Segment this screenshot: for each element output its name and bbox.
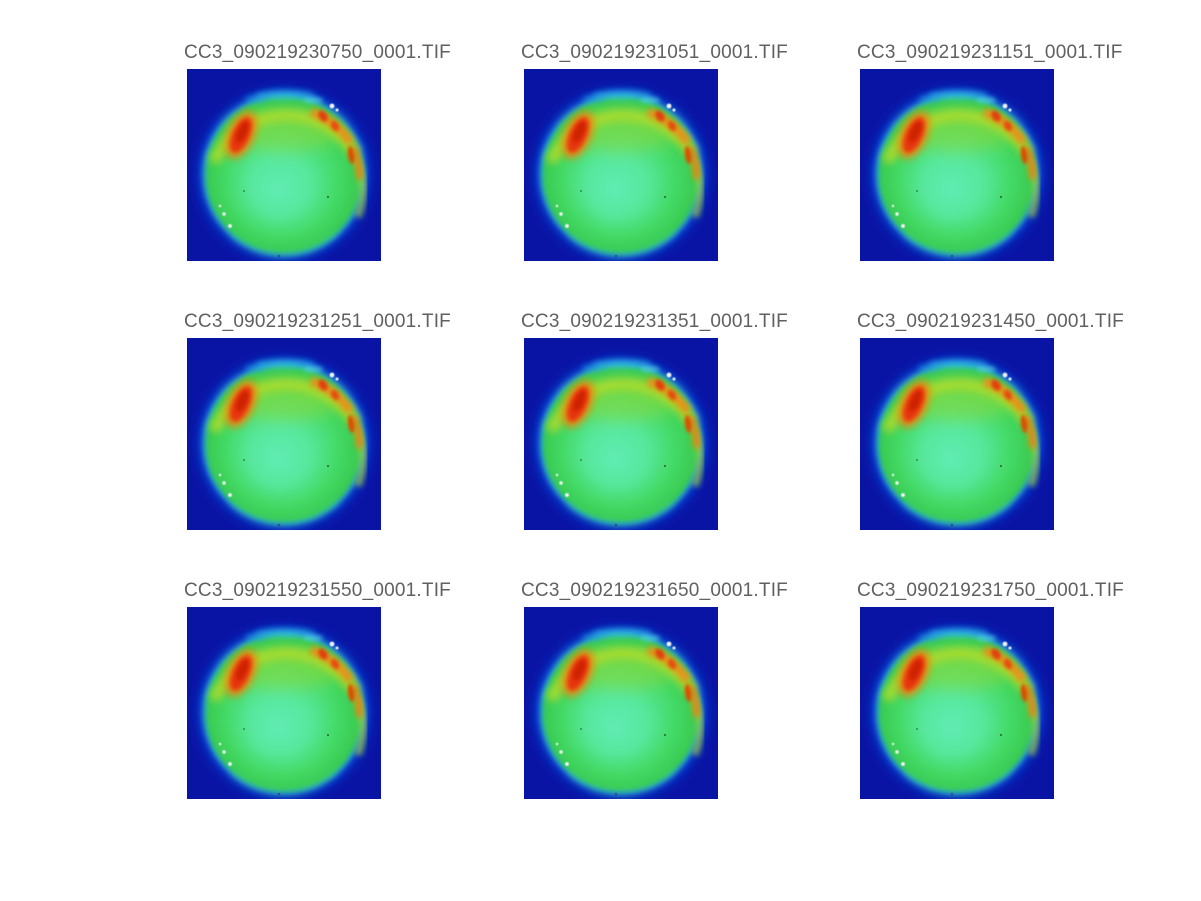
- falsecolor-image-4: [187, 338, 381, 530]
- falsecolor-image-8: [524, 607, 718, 799]
- subplot-1-title: CC3_090219230750_0001.TIF: [184, 42, 451, 63]
- subplot-6: CC3_090219231450_0001.TIF: [857, 311, 1124, 530]
- falsecolor-image-1: [187, 69, 381, 261]
- subplot-7: CC3_090219231550_0001.TIF: [184, 580, 451, 799]
- subplot-8-title: CC3_090219231650_0001.TIF: [521, 580, 788, 601]
- subplot-2-title: CC3_090219231051_0001.TIF: [521, 42, 788, 63]
- subplot-9-title: CC3_090219231750_0001.TIF: [857, 580, 1124, 601]
- subplot-9: CC3_090219231750_0001.TIF: [857, 580, 1124, 799]
- falsecolor-image-5: [524, 338, 718, 530]
- falsecolor-image-6: [860, 338, 1054, 530]
- subplot-6-title: CC3_090219231450_0001.TIF: [857, 311, 1124, 332]
- subplot-3-title: CC3_090219231151_0001.TIF: [857, 42, 1123, 63]
- falsecolor-image-7: [187, 607, 381, 799]
- subplot-4-title: CC3_090219231251_0001.TIF: [184, 311, 451, 332]
- subplot-3: CC3_090219231151_0001.TIF: [857, 42, 1122, 261]
- falsecolor-image-9: [860, 607, 1054, 799]
- subplot-2: CC3_090219231051_0001.TIF: [521, 42, 788, 261]
- subplot-1: CC3_090219230750_0001.TIF: [184, 42, 451, 261]
- falsecolor-image-2: [524, 69, 718, 261]
- falsecolor-image-3: [860, 69, 1054, 261]
- subplot-8: CC3_090219231650_0001.TIF: [521, 580, 788, 799]
- subplot-5-title: CC3_090219231351_0001.TIF: [521, 311, 788, 332]
- subplot-5: CC3_090219231351_0001.TIF: [521, 311, 788, 530]
- subplot-7-title: CC3_090219231550_0001.TIF: [184, 580, 451, 601]
- subplot-4: CC3_090219231251_0001.TIF: [184, 311, 451, 530]
